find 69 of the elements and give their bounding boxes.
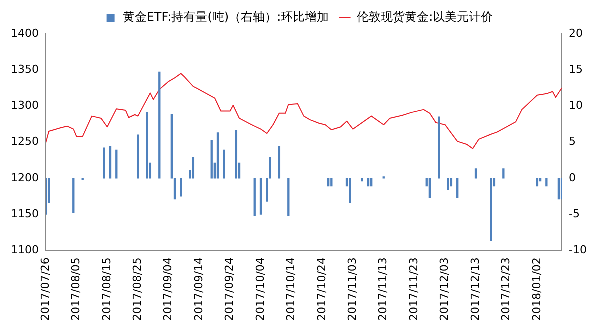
x-tick-label: 2017/12/23 xyxy=(500,258,513,322)
x-tick-label: 2017/11/13 xyxy=(376,258,390,322)
bar xyxy=(216,132,220,179)
bar xyxy=(137,134,140,179)
x-tick-label: 2017/12/03 xyxy=(438,258,452,322)
bar xyxy=(278,146,281,179)
y2-tick-label: -5 xyxy=(569,207,580,220)
legend-label: 伦敦现货黄金:以美元计价 xyxy=(357,10,494,24)
x-tick-label: 2017/11/23 xyxy=(407,258,420,322)
x-tick-label: 2017/10/14 xyxy=(284,258,298,322)
x-tick-label: 2017/08/05 xyxy=(70,258,83,322)
bar xyxy=(450,178,453,187)
y2-tick-label: 10 xyxy=(569,99,584,112)
x-tick-label: 2017/08/15 xyxy=(100,258,114,322)
bar xyxy=(116,150,118,179)
bar xyxy=(180,178,182,197)
y2-tick-label: -10 xyxy=(569,243,587,256)
x-tick-label: 2017/09/14 xyxy=(192,258,206,322)
x-tick-label: 2017/07/26 xyxy=(38,258,52,322)
bar xyxy=(367,178,370,187)
x-tick-label: 2017/12/13 xyxy=(468,258,482,322)
bar xyxy=(223,150,226,179)
y-tick-label: 1150 xyxy=(10,207,39,220)
bar xyxy=(456,178,459,198)
bar xyxy=(328,178,330,187)
bar xyxy=(46,178,48,215)
y-tick-label: 1250 xyxy=(10,135,39,148)
y2-tick-label: 15 xyxy=(569,62,584,76)
bar xyxy=(330,178,333,187)
bar xyxy=(546,178,548,187)
bar xyxy=(254,178,256,216)
bar xyxy=(235,130,238,179)
bar xyxy=(146,112,148,179)
bar xyxy=(192,157,195,179)
x-tick-label: 2017/10/04 xyxy=(254,258,267,322)
y-tick-label: 1400 xyxy=(10,26,39,40)
bar xyxy=(158,72,161,179)
y-tick-label: 1200 xyxy=(10,171,39,184)
x-tick-label: 2017/10/24 xyxy=(315,258,328,322)
y-tick-label: 1350 xyxy=(10,62,39,76)
bar xyxy=(560,178,562,200)
bar xyxy=(210,140,213,179)
x-tick-label: 2017/09/24 xyxy=(223,258,236,322)
bar xyxy=(558,178,560,200)
y-tick-label: 1100 xyxy=(10,243,39,256)
bar xyxy=(447,178,450,190)
bar xyxy=(349,178,352,204)
bar xyxy=(361,178,364,182)
bar xyxy=(536,178,539,187)
x-tick-label: 2017/08/25 xyxy=(131,258,144,322)
bar xyxy=(490,178,492,242)
x-tick-label: 2018/01/02 xyxy=(530,258,544,322)
bar xyxy=(502,168,505,179)
bar xyxy=(109,146,112,179)
legend-label: 黄金ETF:持有量(吨)（右轴）:环比增加 xyxy=(122,10,330,24)
x-tick-label: 2017/09/04 xyxy=(162,258,175,322)
y-tick-label: 1300 xyxy=(10,99,39,112)
bar xyxy=(72,178,75,214)
y2-tick-label: 20 xyxy=(569,26,584,40)
bar xyxy=(370,178,373,187)
bar xyxy=(474,168,478,179)
y2-tick-label: 5 xyxy=(569,135,576,148)
bar xyxy=(103,148,106,179)
bar xyxy=(438,116,440,179)
bar xyxy=(428,178,432,198)
y2-tick-label: 0 xyxy=(569,171,576,184)
bar xyxy=(260,178,262,215)
x-tick-label: 2017/11/03 xyxy=(346,258,360,322)
bar xyxy=(288,178,290,216)
